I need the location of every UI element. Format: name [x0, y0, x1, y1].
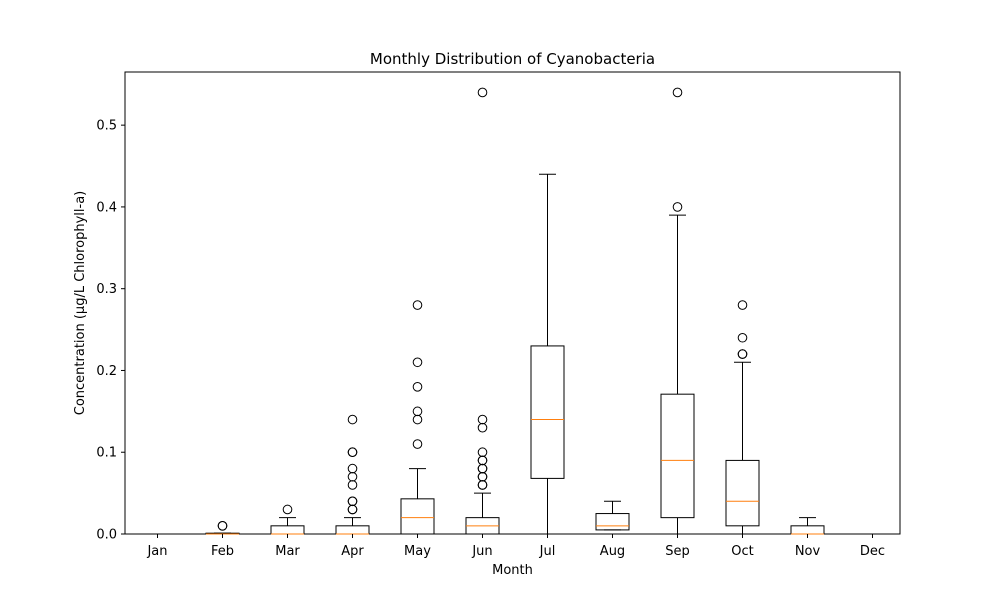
x-tick-label: Jun [471, 544, 492, 559]
x-axis-label: Month [492, 563, 533, 578]
outlier-point [347, 496, 358, 507]
y-tick-label: 0.1 [96, 446, 117, 461]
iqr-box [595, 513, 630, 531]
y-tick-label: 0.0 [96, 528, 117, 543]
outlier-point [412, 300, 423, 310]
x-tick-label: May [404, 544, 431, 559]
plot-frame [124, 71, 901, 535]
outlier-point [412, 439, 423, 449]
x-axis: Jan Feb Mar Apr May Jun Jul Aug Sep Oct Nov Dec [146, 534, 885, 559]
x-tick-label: Nov [795, 544, 821, 559]
y-tick-label: 0.5 [96, 119, 117, 134]
box-jul [530, 173, 565, 535]
outlier-point [347, 463, 358, 474]
outlier-point [217, 521, 228, 531]
outlier-point [477, 414, 488, 425]
iqr-box [530, 345, 565, 479]
outlier-point [347, 414, 358, 425]
box-aug [595, 500, 630, 531]
y-tick-label: 0.2 [96, 364, 117, 379]
iqr-box [725, 459, 760, 527]
outlier-point [737, 349, 748, 359]
iqr-box [660, 393, 695, 519]
chart-title: Monthly Distribution of Cyanobacteria [370, 50, 655, 68]
box-sep [660, 87, 695, 535]
y-axis-label: Concentration (µg/L Chlorophyll-a) [73, 191, 88, 415]
outlier-point [412, 357, 423, 368]
y-tick-label: 0.3 [96, 282, 117, 297]
y-tick-label: 0.4 [96, 200, 117, 215]
box-jun [465, 87, 500, 535]
x-tick-label: Jul [539, 544, 556, 559]
y-axis: 0.0 0.1 0.2 0.3 0.4 0.5 [96, 119, 125, 543]
outlier-point [737, 300, 748, 310]
outlier-point [412, 406, 423, 417]
outlier-point [412, 382, 423, 392]
x-tick-label: Dec [860, 544, 885, 559]
x-tick-label: Jan [146, 544, 167, 559]
outlier-point [477, 87, 488, 98]
plot-area: 0.0 0.1 0.2 0.3 0.4 0.5 Jan Feb Mar Apr May Jun Jul… [96, 71, 901, 559]
outlier-point [737, 332, 748, 343]
outlier-point [477, 447, 488, 458]
x-tick-label: Apr [341, 544, 364, 559]
boxes-layer [205, 87, 825, 535]
x-tick-label: Oct [731, 544, 753, 559]
outlier-point [282, 504, 293, 515]
x-tick-label: Aug [600, 544, 625, 559]
x-tick-label: Sep [665, 544, 690, 559]
x-tick-label: Feb [211, 544, 234, 559]
outlier-point [347, 447, 358, 458]
outlier-point [672, 87, 683, 98]
box-oct [725, 300, 760, 535]
x-tick-label: Mar [275, 544, 300, 559]
outlier-point [672, 202, 683, 212]
